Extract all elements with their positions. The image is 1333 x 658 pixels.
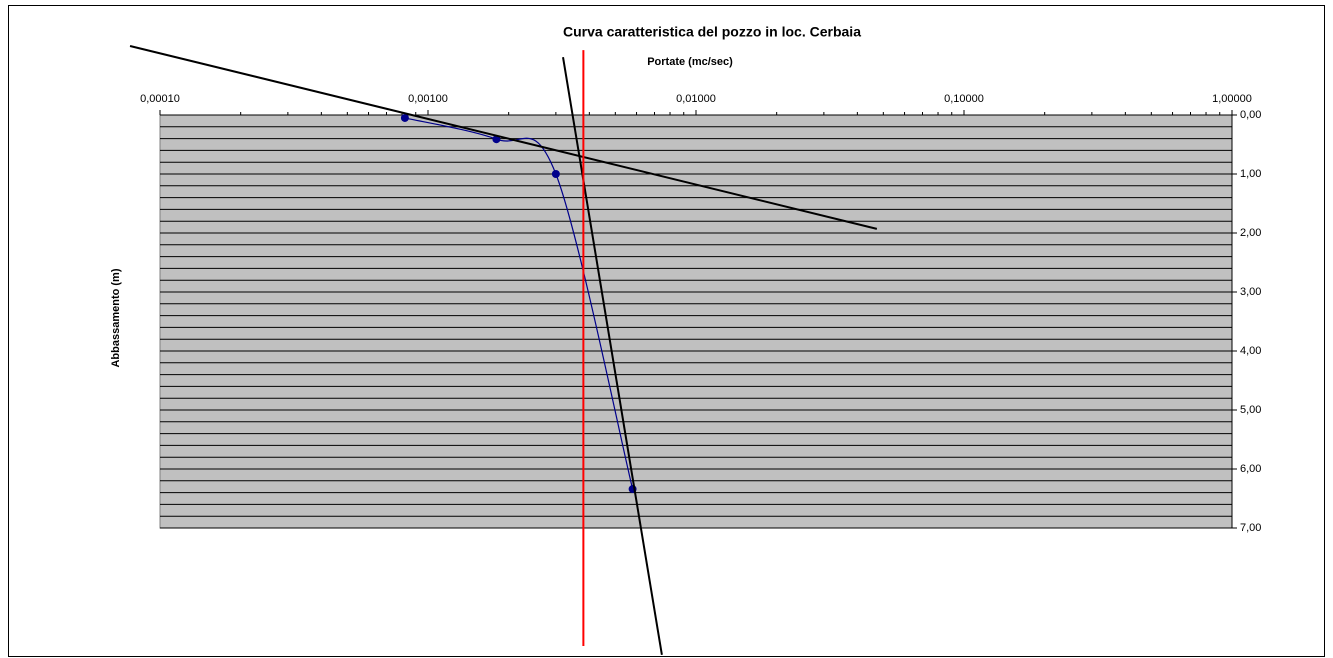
y-tick-label: 1,00 (1240, 168, 1261, 180)
x-tick-label: 1,00000 (1212, 93, 1252, 105)
x-tick-label: 0,01000 (676, 93, 716, 105)
x-tick-label: 0,00100 (408, 93, 448, 105)
x-tick-label: 0,00010 (140, 93, 180, 105)
y-tick-label: 2,00 (1240, 227, 1261, 239)
line (562, 57, 663, 656)
data-point (551, 170, 560, 178)
y-axis-label: Abbassamento (m) (110, 268, 122, 367)
plot-background (159, 114, 1233, 529)
y-tick-label: 0,00 (1240, 109, 1261, 121)
line (129, 44, 878, 230)
smooth-line (404, 117, 634, 490)
data-point (400, 113, 409, 122)
y-tick-label: 6,00 (1240, 463, 1261, 475)
plot-area (159, 114, 1233, 529)
y-tick-label: 3,00 (1240, 286, 1261, 298)
x-tick-label: 0,10000 (944, 93, 984, 105)
y-tick-label: 5,00 (1240, 404, 1261, 416)
x-axis-label: Portate (mc/sec) (647, 56, 733, 68)
y-tick-label: 7,00 (1240, 522, 1261, 534)
y-tick-label: 4,00 (1240, 345, 1261, 357)
chart-title: Curva caratteristica del pozzo in loc. C… (563, 24, 861, 40)
